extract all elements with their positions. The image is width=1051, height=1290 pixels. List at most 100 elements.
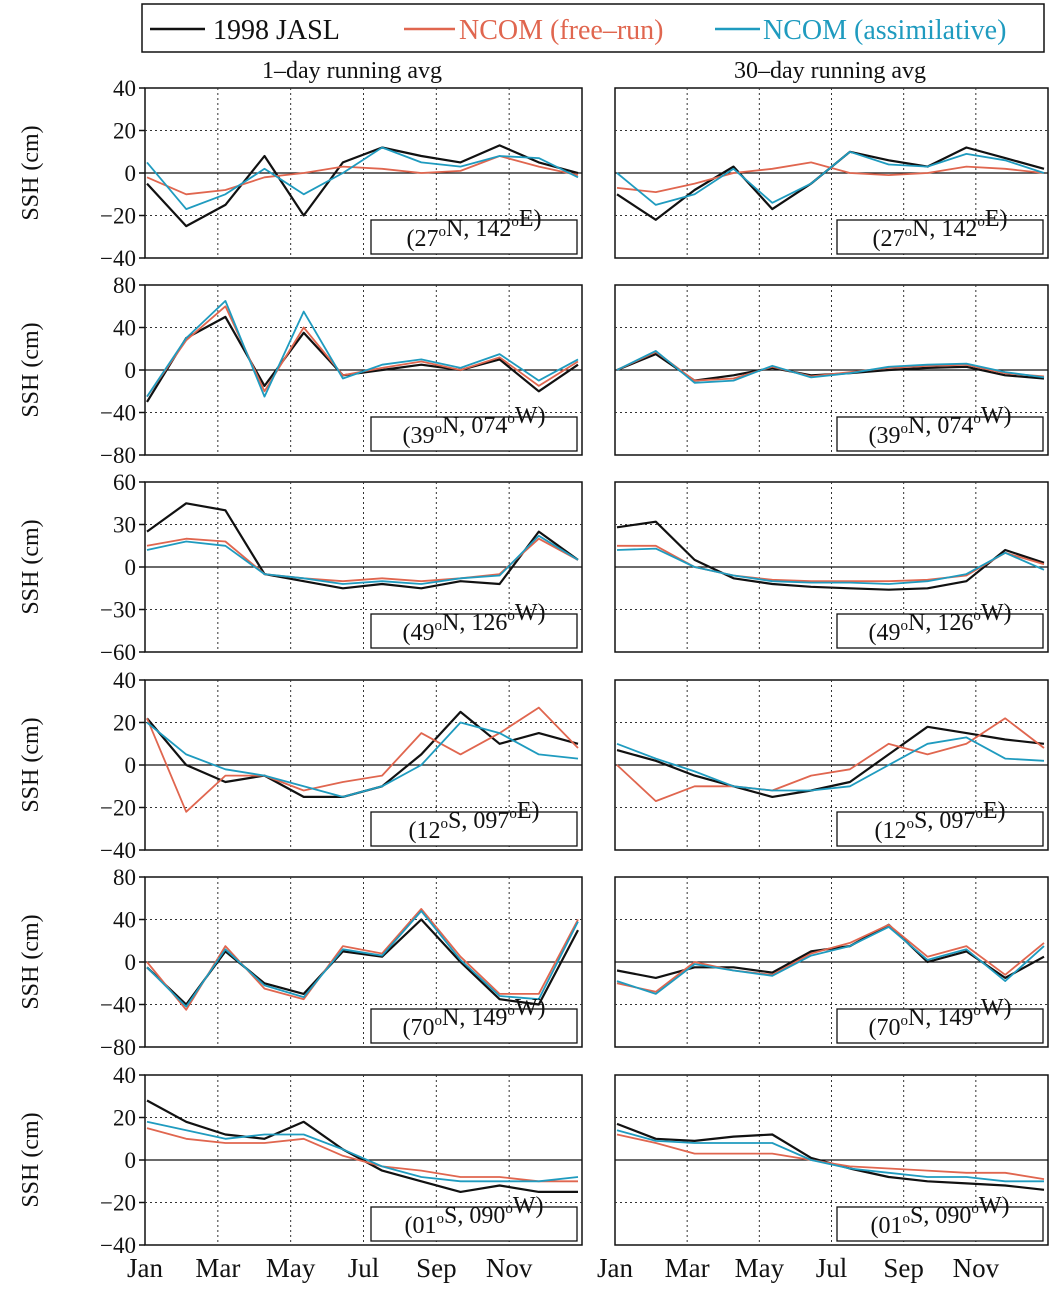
location-box [370,219,578,255]
y-tick-label: 40 [113,668,136,693]
y-tick-label: 60 [113,470,136,495]
y-tick-label: −80 [100,1035,136,1060]
location-box [836,811,1044,847]
y-tick-label: 40 [113,1063,136,1088]
y-tick-label: −20 [100,796,136,821]
y-tick-label: 20 [113,1106,136,1131]
location-label: (39oN, 074oW) [869,403,1012,449]
series-line-jasl [146,502,579,590]
series-line-free-run [146,155,579,196]
series-line-jasl [616,725,1045,799]
y-tick-label: 40 [113,76,136,101]
y-tick-label: −40 [100,838,136,863]
legend-box [141,3,1045,53]
y-axis-label: SSH (cm) [18,322,44,417]
panel-7: −40 −20 0 20 40 (12oS, 097oE) SSH (cm) [18,668,583,863]
location-box [370,811,578,847]
location-box [370,1206,578,1242]
x-tick-label: Mar [195,1253,240,1283]
location-box [836,219,1044,255]
legend: 1998 JASL NCOM (free–run) NCOM (assimila… [141,3,1045,53]
location-label: (39oN, 074oW) [403,403,546,449]
x-tick-label: Nov [953,1253,1000,1283]
series-line-assimilative [146,721,579,798]
legend-label-free-run: NCOM (free–run) [459,15,664,46]
series-line-assimilative [616,150,1045,206]
y-tick-label: −40 [100,401,136,426]
column-title-left: 1–day running avg [262,58,442,84]
location-label: (70oN, 149oW) [403,995,546,1041]
x-tick-label: Mar [665,1253,710,1283]
panel-1: −40 −20 0 20 40 (27oN, 142oE) SSH (cm) [18,76,583,271]
location-box [370,613,578,649]
series-line-free-run [616,350,1045,382]
location-label: (49oN, 126oW) [403,600,546,646]
series-line-assimilative [146,1120,579,1183]
x-tick-label: Jan [127,1253,163,1283]
series-line-free-run [146,706,579,813]
series-line-assimilative [616,547,1045,585]
y-tick-label: 80 [113,273,136,298]
series-line-jasl [146,315,579,403]
location-box [370,416,578,452]
location-label: (01oS, 090oW) [870,1193,1009,1239]
series-line-jasl [146,144,579,228]
series-line-free-run [616,1133,1045,1180]
series-line-jasl [146,1099,578,1194]
series-line-jasl [616,520,1045,591]
legend-label-jasl: 1998 JASL [213,15,340,46]
x-tick-label: May [266,1253,316,1283]
panel-4: (39oN, 074oW) [614,284,1049,456]
y-tick-label: −40 [100,1233,136,1258]
y-tick-label: −60 [100,640,136,665]
x-tick-label: Jan [597,1253,633,1283]
y-tick-label: 0 [125,1148,137,1173]
location-box [836,613,1044,649]
y-tick-label: 40 [113,316,136,341]
location-label: (27oN, 142oE) [873,206,1008,252]
panel-grid: −40 −20 0 20 40 (27oN, 142oE) SSH (cm) (27oN, 1… [18,76,1049,1283]
series-line-free-run [146,908,579,1011]
location-label: (70oN, 149oW) [869,995,1012,1041]
series-line-assimilative [616,1129,1044,1183]
panel-12: (01oS, 090oW) Jan Mar May Jul Sep Nov [597,1074,1049,1283]
panel-5: −60 −30 0 30 60 (49oN, 126oW) SSH (cm) [18,470,583,665]
location-label: (27oN, 142oE) [407,206,542,252]
y-tick-label: 20 [113,711,136,736]
y-tick-label: 0 [125,358,137,383]
series-line-free-run [616,923,1045,993]
y-tick-label: −40 [100,246,136,271]
series-line-assimilative [146,299,579,398]
x-tick-label: May [735,1253,785,1283]
panel-8: (12oS, 097oE) [614,679,1049,851]
panel-6: (49oN, 126oW) [614,481,1049,653]
y-tick-label: 0 [125,161,137,186]
x-tick-label: Sep [416,1253,457,1283]
x-tick-label: Jul [816,1253,848,1283]
series-line-assimilative [146,146,579,211]
panel-3: −80 −40 0 40 80 (39oN, 074oW) SSH (cm) [18,273,583,468]
y-axis-label: SSH (cm) [18,125,44,220]
series-line-free-run [146,1127,578,1183]
x-tick-label: Sep [883,1253,924,1283]
panel-2: (27oN, 142oE) [614,87,1049,259]
y-tick-label: 0 [125,753,137,778]
location-label: (01oS, 090oW) [404,1193,543,1239]
x-tick-label: Nov [486,1253,533,1283]
series-line-free-run [616,717,1045,802]
y-tick-label: 0 [125,950,137,975]
y-axis-label: SSH (cm) [18,914,44,1009]
y-axis-label: SSH (cm) [18,717,44,812]
y-tick-label: −40 [100,993,136,1018]
y-tick-label: 30 [113,513,136,538]
series-line-assimilative [146,534,579,585]
location-label: (12oS, 097oE) [874,798,1005,844]
y-tick-label: −80 [100,443,136,468]
location-box [836,1008,1044,1044]
legend-label-assimilative: NCOM (assimilative) [763,15,1006,46]
location-label: (12oS, 097oE) [408,798,539,844]
series-line-assimilative [616,736,1045,792]
location-box [370,1008,578,1044]
panel-11: −40 −20 0 20 40 (01oS, 090oW) SSH (cm) Jan Mar Ma… [18,1063,583,1283]
